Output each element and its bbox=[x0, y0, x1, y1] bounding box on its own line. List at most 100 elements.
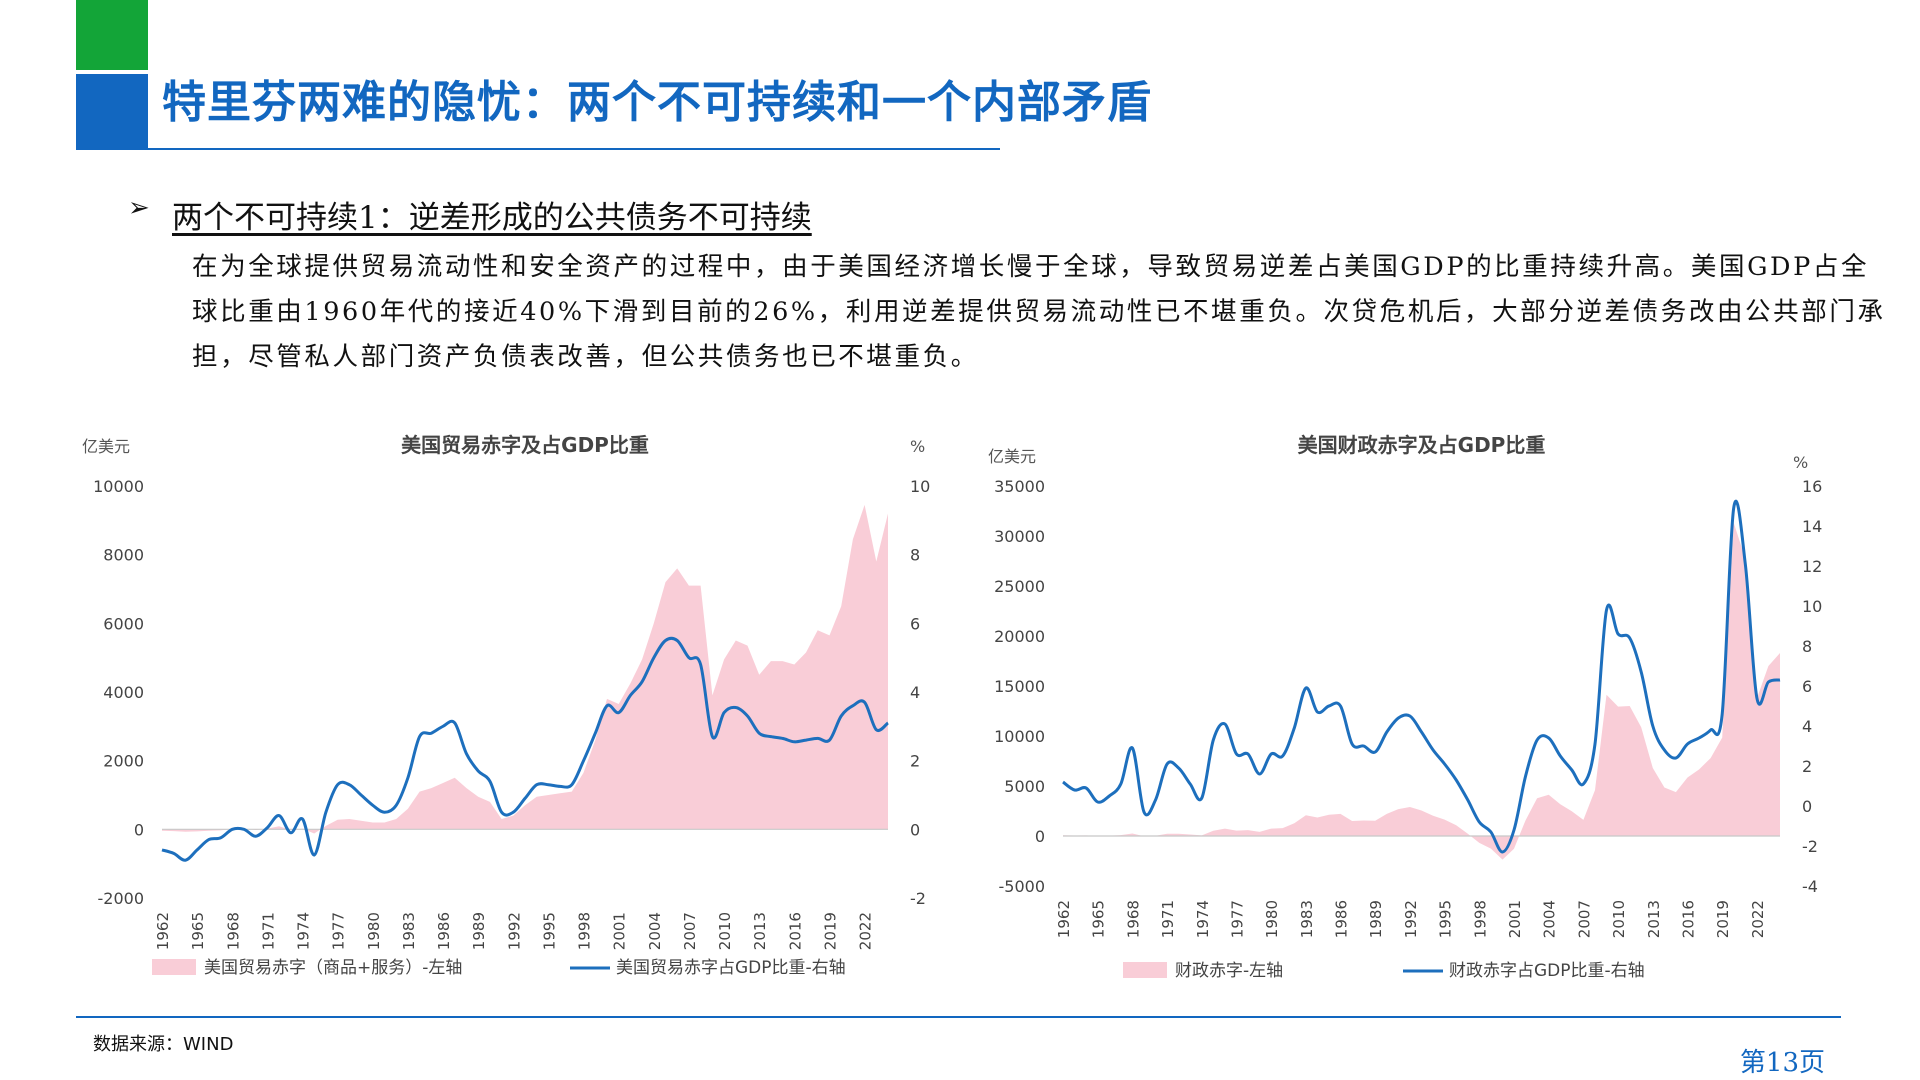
x-tick-label: 1977 bbox=[330, 912, 348, 950]
left-tick-label: 0 bbox=[1035, 827, 1045, 846]
left-tick-label: 6000 bbox=[103, 614, 144, 633]
x-tick-label: 1977 bbox=[1228, 900, 1246, 938]
right-tick-label: -4 bbox=[1802, 877, 1818, 896]
left-tick-label: 20000 bbox=[994, 627, 1045, 646]
left-tick-label: -5000 bbox=[999, 877, 1046, 896]
right-tick-label: 4 bbox=[910, 683, 920, 702]
right-tick-label: 0 bbox=[910, 820, 920, 839]
x-tick-label: 2016 bbox=[786, 912, 804, 950]
right-axis-unit: % bbox=[910, 437, 925, 456]
left-tick-label: 10000 bbox=[93, 477, 144, 496]
x-tick-label: 1998 bbox=[1471, 900, 1489, 938]
left-tick-label: 0 bbox=[134, 820, 144, 839]
legend-line-label: 财政赤字占GDP比重-右轴 bbox=[1449, 961, 1645, 981]
right-tick-label: 14 bbox=[1802, 517, 1822, 536]
x-tick-label: 2001 bbox=[611, 912, 629, 950]
bullet-arrow-icon: ➢ bbox=[128, 193, 150, 223]
x-tick-label: 1968 bbox=[1124, 900, 1142, 938]
x-tick-label: 2022 bbox=[1749, 900, 1767, 938]
x-tick-label: 2007 bbox=[1575, 900, 1593, 938]
data-source: 数据来源：WIND bbox=[93, 1034, 234, 1055]
x-tick-label: 1995 bbox=[540, 912, 558, 950]
right-tick-label: 6 bbox=[910, 614, 920, 633]
x-tick-label: 1983 bbox=[400, 912, 418, 950]
legend-area-label: 美国贸易赤字（商品+服务）-左轴 bbox=[204, 958, 462, 978]
legend-area-swatch bbox=[152, 959, 196, 975]
area-series-0 bbox=[162, 504, 888, 834]
right-tick-label: 16 bbox=[1802, 477, 1822, 496]
body-paragraph: 在为全球提供贸易流动性和安全资产的过程中，由于美国经济增长慢于全球，导致贸易逆差… bbox=[192, 252, 1886, 372]
x-tick-label: 1965 bbox=[189, 912, 207, 950]
x-tick-label: 1995 bbox=[1437, 900, 1455, 938]
x-tick-label: 1980 bbox=[365, 912, 383, 950]
chart-title: 美国财政赤字及占GDP比重 bbox=[1298, 433, 1546, 457]
right-tick-label: 10 bbox=[1802, 597, 1822, 616]
section-subtitle: 两个不可持续1：逆差形成的公共债务不可持续 bbox=[172, 200, 812, 236]
left-tick-label: 2000 bbox=[103, 752, 144, 771]
right-tick-label: 0 bbox=[1802, 797, 1812, 816]
right-tick-label: -2 bbox=[910, 889, 926, 908]
x-tick-label: 1968 bbox=[224, 912, 242, 950]
brand-green-block bbox=[76, 0, 148, 70]
left-tick-label: 30000 bbox=[994, 527, 1045, 546]
x-tick-label: 1974 bbox=[1194, 900, 1212, 938]
x-tick-label: 2013 bbox=[1645, 900, 1663, 938]
x-tick-label: 2007 bbox=[681, 912, 699, 950]
x-tick-label: 1980 bbox=[1263, 900, 1281, 938]
x-tick-label: 1986 bbox=[1333, 900, 1351, 938]
trade-deficit-chart: 美国贸易赤字及占GDP比重 亿美元 % -2000 0 2000 4000 6000 8000 1… bbox=[82, 433, 930, 978]
x-tick-label: 1998 bbox=[576, 912, 594, 950]
right-tick-label: 2 bbox=[1802, 757, 1812, 776]
area-series-1 bbox=[1063, 522, 1780, 860]
right-tick-label: 6 bbox=[1802, 677, 1812, 696]
line-series-1 bbox=[1062, 499, 1781, 854]
x-tick-label: 1962 bbox=[154, 912, 172, 950]
left-tick-label: 25000 bbox=[994, 577, 1045, 596]
left-axis-unit: 亿美元 bbox=[988, 447, 1036, 466]
x-tick-label: 1971 bbox=[259, 912, 277, 950]
brand-blue-block bbox=[76, 74, 148, 150]
x-tick-label: 2010 bbox=[1610, 900, 1628, 938]
left-tick-label: 10000 bbox=[994, 727, 1045, 746]
right-tick-label: 4 bbox=[1802, 717, 1812, 736]
x-tick-label: 1989 bbox=[1367, 900, 1385, 938]
x-tick-label: 1983 bbox=[1298, 900, 1316, 938]
x-tick-label: 2004 bbox=[646, 912, 664, 950]
left-tick-label: 15000 bbox=[994, 677, 1045, 696]
x-tick-label: 1971 bbox=[1159, 900, 1177, 938]
chart-title: 美国贸易赤字及占GDP比重 bbox=[401, 433, 649, 457]
x-tick-label: 1992 bbox=[1402, 900, 1420, 938]
x-tick-label: 2016 bbox=[1679, 900, 1697, 938]
right-tick-label: 10 bbox=[910, 477, 930, 496]
right-tick-label: 8 bbox=[1802, 637, 1812, 656]
page-title: 特里芬两难的隐忧：两个不可持续和一个内部矛盾 bbox=[162, 77, 1152, 128]
left-tick-label: -2000 bbox=[98, 889, 145, 908]
footer-divider bbox=[76, 1016, 1841, 1018]
right-axis-unit: % bbox=[1793, 453, 1808, 472]
x-tick-label: 1989 bbox=[470, 912, 488, 950]
left-tick-label: 4000 bbox=[103, 683, 144, 702]
right-tick-label: 8 bbox=[910, 546, 920, 565]
x-tick-label: 2004 bbox=[1541, 900, 1559, 938]
x-tick-label: 1965 bbox=[1090, 900, 1108, 938]
legend-area-swatch bbox=[1123, 962, 1167, 978]
left-tick-label: 8000 bbox=[103, 546, 144, 565]
left-tick-label: 5000 bbox=[1004, 777, 1045, 796]
x-tick-label: 2010 bbox=[716, 912, 734, 950]
x-tick-label: 2001 bbox=[1506, 900, 1524, 938]
left-axis-unit: 亿美元 bbox=[82, 437, 130, 456]
x-tick-label: 1962 bbox=[1055, 900, 1073, 938]
page-number: 第13页 bbox=[1739, 1048, 1825, 1078]
left-tick-label: 35000 bbox=[994, 477, 1045, 496]
x-tick-label: 1986 bbox=[435, 912, 453, 950]
x-tick-label: 2019 bbox=[821, 912, 839, 950]
x-tick-label: 1992 bbox=[505, 912, 523, 950]
x-tick-label: 1974 bbox=[295, 912, 313, 950]
x-tick-label: 2019 bbox=[1714, 900, 1732, 938]
line-series-0 bbox=[161, 636, 889, 862]
title-underline bbox=[76, 148, 1000, 150]
legend-area-label: 财政赤字-左轴 bbox=[1175, 961, 1283, 981]
x-tick-label: 2022 bbox=[857, 912, 875, 950]
right-tick-label: 12 bbox=[1802, 557, 1822, 576]
